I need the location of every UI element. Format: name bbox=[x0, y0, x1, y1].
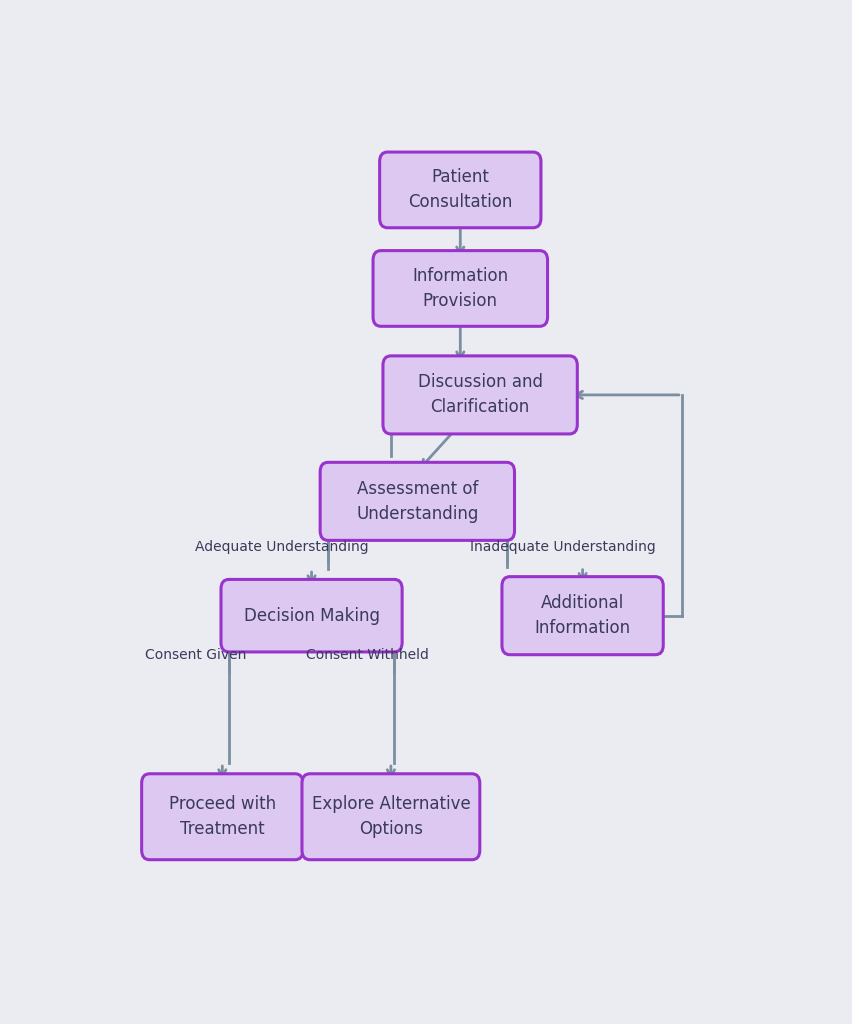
Text: Information
Provision: Information Provision bbox=[412, 267, 508, 310]
Text: Patient
Consultation: Patient Consultation bbox=[407, 168, 512, 211]
Text: Assessment of
Understanding: Assessment of Understanding bbox=[356, 480, 478, 523]
Text: Adequate Understanding: Adequate Understanding bbox=[195, 540, 368, 554]
FancyBboxPatch shape bbox=[372, 251, 547, 327]
Text: Decision Making: Decision Making bbox=[244, 606, 379, 625]
FancyBboxPatch shape bbox=[379, 152, 540, 227]
Text: Discussion and
Clarification: Discussion and Clarification bbox=[417, 374, 542, 417]
Text: Consent Withheld: Consent Withheld bbox=[306, 648, 429, 663]
Text: Inadequate Understanding: Inadequate Understanding bbox=[469, 540, 655, 554]
FancyBboxPatch shape bbox=[383, 356, 577, 434]
Text: Consent Given: Consent Given bbox=[145, 648, 246, 663]
Text: Additional
Information: Additional Information bbox=[534, 594, 630, 637]
Text: Proceed with
Treatment: Proceed with Treatment bbox=[169, 796, 275, 839]
FancyBboxPatch shape bbox=[501, 577, 663, 654]
FancyBboxPatch shape bbox=[221, 580, 401, 652]
FancyBboxPatch shape bbox=[141, 774, 302, 860]
FancyBboxPatch shape bbox=[320, 462, 514, 541]
FancyBboxPatch shape bbox=[302, 774, 479, 860]
Text: Explore Alternative
Options: Explore Alternative Options bbox=[311, 796, 469, 839]
